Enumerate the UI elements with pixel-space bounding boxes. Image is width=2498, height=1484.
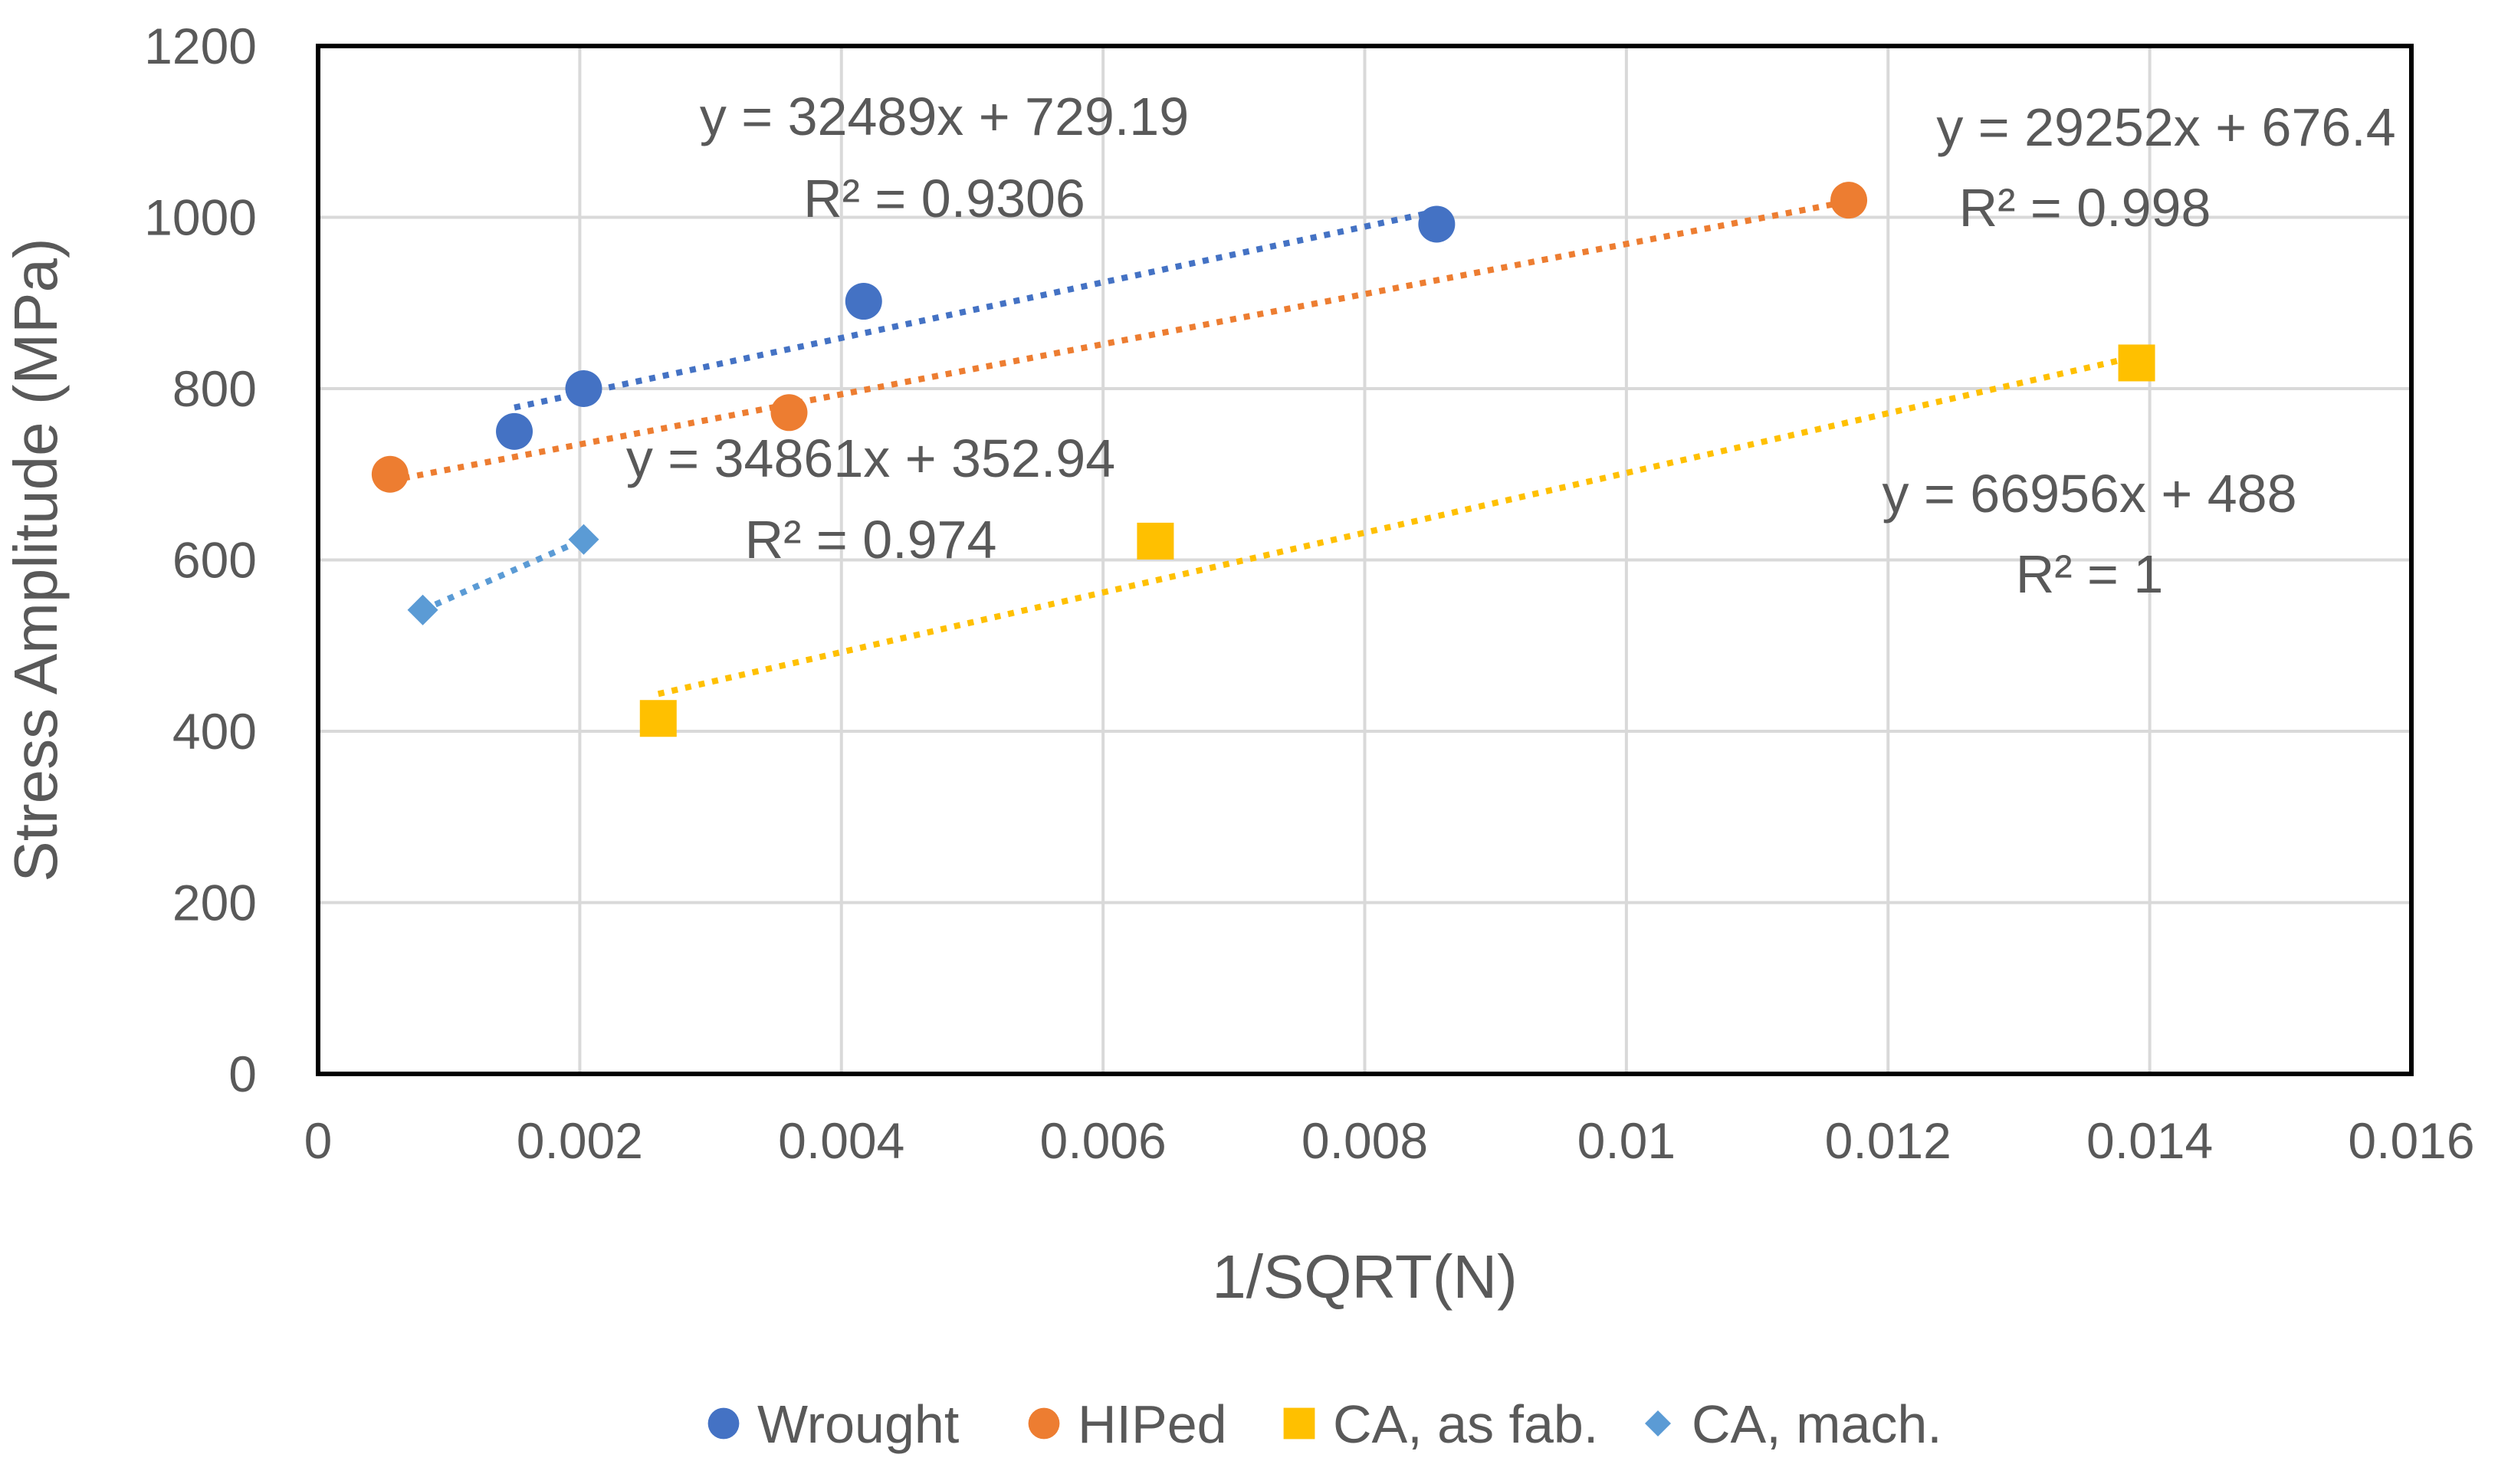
- x-axis-title: 1/SQRT(N): [1212, 1243, 1518, 1311]
- x-tick-label: 0: [304, 1112, 333, 1169]
- data-points: [371, 182, 2155, 737]
- legend-marker: [1645, 1410, 1671, 1436]
- y-tick-label: 400: [172, 703, 257, 760]
- trendline-equation: y = 66956x + 488: [1883, 464, 2297, 524]
- x-tick-label: 0.01: [1577, 1112, 1676, 1169]
- data-point: [496, 412, 533, 450]
- data-point: [1830, 182, 1868, 219]
- y-axis-title: Stress Amplitude (MPa): [2, 238, 70, 882]
- x-tick-label: 0.002: [517, 1112, 643, 1169]
- x-tick-label: 0.008: [1302, 1112, 1428, 1169]
- y-tick-label: 0: [228, 1046, 257, 1102]
- data-point: [1418, 205, 1456, 243]
- trendline-equation: y = 32489x + 729.19: [700, 87, 1189, 146]
- legend-label: CA, mach.: [1692, 1394, 1942, 1454]
- trendline-r-squared: R² = 0.9306: [803, 169, 1085, 228]
- legend-item: CA, as fab.: [1283, 1394, 1598, 1454]
- legend-label: Wrought: [757, 1394, 959, 1454]
- data-point: [568, 524, 599, 555]
- y-tick-label: 1000: [144, 189, 257, 246]
- x-tick-label: 0.012: [1825, 1112, 1951, 1169]
- tick-labels: 0 0.002 0.004 0.006 0.008 0.01 0.012 0.014 0.016…: [144, 18, 2474, 1169]
- trendline-0: [514, 208, 1438, 411]
- trendline-equations: y = 32489x + 729.19 R² = 0.9306 y = 29252x…: [626, 87, 2396, 604]
- trendline-r-squared: R² = 0.998: [1959, 178, 2211, 238]
- data-point: [371, 455, 409, 493]
- data-point: [407, 594, 438, 625]
- trendline-r-squared: R² = 0.974: [745, 510, 997, 570]
- legend-label: CA, as fab.: [1333, 1394, 1598, 1454]
- legend-label: HIPed: [1078, 1394, 1227, 1454]
- data-point: [2118, 344, 2155, 382]
- trendline-1: [389, 198, 1850, 484]
- data-point: [1137, 522, 1174, 560]
- legend-item: HIPed: [1028, 1394, 1227, 1454]
- data-point: [565, 370, 602, 407]
- legend-marker: [1028, 1407, 1060, 1440]
- x-tick-label: 0.014: [2086, 1112, 2213, 1169]
- plot-area-border: [316, 44, 2414, 1076]
- legend-item: Wrought: [707, 1394, 959, 1454]
- legend-marker: [1283, 1407, 1315, 1440]
- y-tick-label: 800: [172, 360, 257, 417]
- trendline-equation: y = 34861x + 352.94: [626, 428, 1115, 488]
- y-tick-label: 200: [172, 875, 257, 931]
- data-point: [639, 700, 677, 737]
- y-tick-label: 600: [172, 532, 257, 589]
- trendlines: [389, 198, 2138, 698]
- trendline-3: [421, 537, 586, 613]
- legend: Wrought HIPed CA, as fab. CA, mach.: [707, 1394, 1942, 1454]
- trendline-2: [657, 353, 2138, 698]
- x-tick-label: 0.004: [778, 1112, 904, 1169]
- trendline-r-squared: R² = 1: [2016, 544, 2164, 604]
- legend-marker: [707, 1407, 740, 1440]
- data-point: [845, 283, 882, 320]
- legend-item: CA, mach.: [1645, 1394, 1942, 1454]
- x-tick-label: 0.016: [2348, 1112, 2474, 1169]
- y-tick-label: 1200: [144, 18, 257, 74]
- data-point: [770, 394, 808, 432]
- x-tick-label: 0.006: [1040, 1112, 1167, 1169]
- trendline-equation: y = 29252x + 676.4: [1936, 97, 2395, 157]
